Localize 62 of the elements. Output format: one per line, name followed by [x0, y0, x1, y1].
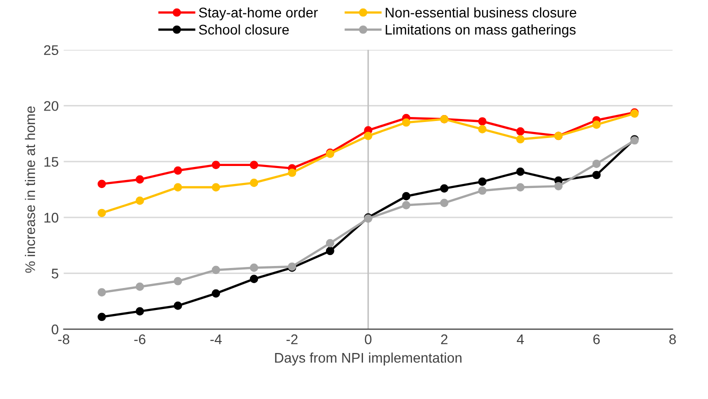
legend-label: Stay-at-home order — [198, 7, 318, 20]
point — [174, 276, 182, 286]
point — [592, 160, 601, 168]
x-tick-label: -4 — [210, 334, 222, 344]
legend-label: Limitations on mass gatherings — [386, 24, 576, 38]
point — [364, 132, 372, 140]
point — [478, 117, 486, 126]
point — [98, 180, 106, 188]
point — [136, 196, 144, 205]
point — [440, 184, 448, 193]
y-tick-label: 0 — [52, 324, 58, 334]
point — [516, 135, 525, 144]
point — [98, 208, 106, 218]
point — [326, 238, 334, 248]
point — [402, 192, 410, 200]
point — [402, 118, 410, 127]
point — [478, 186, 486, 195]
point — [250, 264, 258, 272]
point — [478, 125, 486, 134]
point — [212, 183, 220, 192]
legend-label: School closure — [198, 24, 289, 35]
y-tick-label: 5 — [52, 268, 58, 278]
y-tick-label: 25 — [44, 45, 58, 56]
point — [98, 312, 106, 322]
point — [326, 246, 334, 256]
point — [402, 201, 410, 210]
x-tick-label: -8 — [58, 334, 70, 344]
point — [174, 183, 182, 192]
point — [554, 182, 563, 190]
y-axis-title: % increase in time at home — [24, 106, 36, 273]
legend-label: Non-essential business closure — [386, 7, 576, 18]
point — [592, 120, 601, 129]
point — [136, 307, 144, 316]
x-axis-title: Days from NPI implementation — [275, 352, 462, 366]
point — [174, 302, 182, 310]
x-tick-label: 2 — [441, 334, 448, 344]
point — [250, 160, 258, 170]
x-tick-label: 8 — [669, 334, 676, 344]
point — [212, 266, 220, 274]
y-tick-label: 20 — [44, 101, 58, 111]
point — [288, 168, 296, 177]
x-tick-label: -6 — [134, 334, 146, 344]
y-tick-label: 15 — [44, 157, 58, 167]
point — [212, 289, 220, 298]
point — [516, 183, 525, 192]
point — [174, 166, 182, 175]
x-tick-label: 4 — [516, 334, 524, 344]
y-tick-label: 10 — [44, 212, 58, 223]
x-tick-label: 6 — [593, 334, 600, 344]
point — [136, 282, 144, 291]
point — [516, 167, 525, 176]
point — [250, 178, 258, 187]
point — [136, 175, 144, 184]
point — [440, 198, 448, 208]
point — [250, 274, 258, 284]
x-tick-label: 0 — [364, 334, 372, 344]
point — [98, 288, 106, 296]
point — [592, 170, 601, 180]
point — [478, 178, 486, 186]
x-tick-label: -2 — [286, 334, 298, 344]
point — [516, 127, 525, 136]
point — [212, 160, 220, 170]
